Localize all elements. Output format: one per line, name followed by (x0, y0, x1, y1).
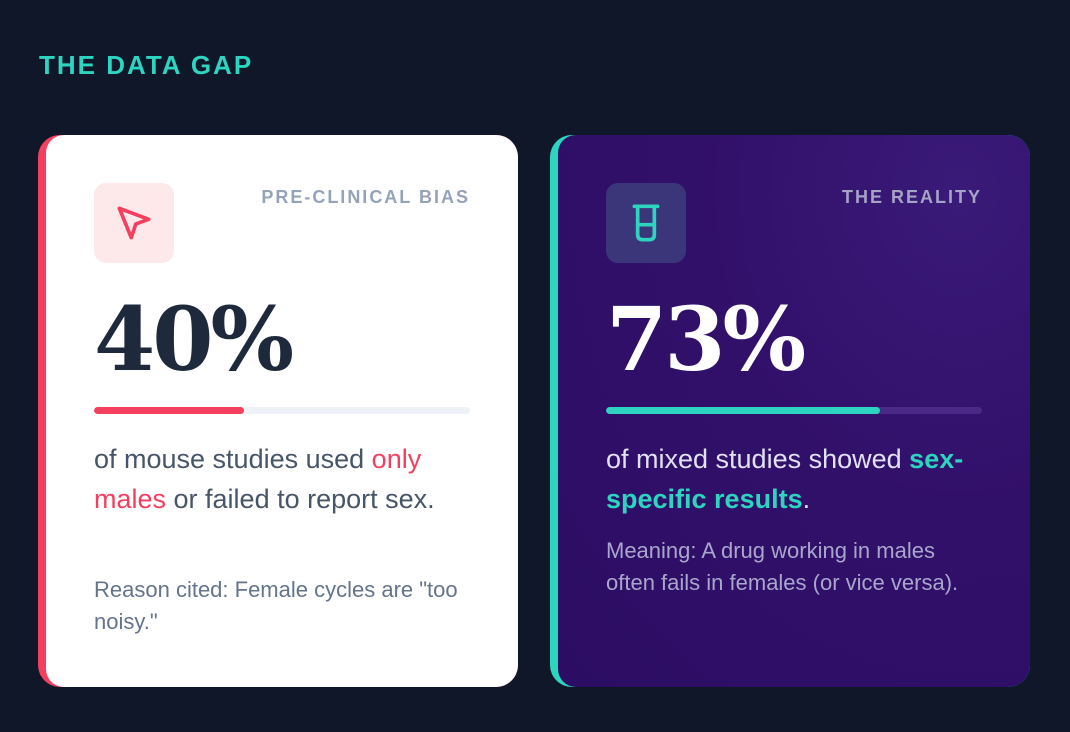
statement-highlight: sex-specific results (606, 444, 964, 514)
progress-bar (606, 407, 982, 414)
big-percentage: 73% (606, 287, 806, 391)
statement-post: or failed to report sex. (166, 484, 435, 514)
statement-post: . (802, 484, 811, 514)
icon-container (606, 183, 686, 263)
statement-pre: of mixed studies showed (606, 444, 910, 474)
pre-clinical-bias-card: PRE-CLINICAL BIAS 40% of mouse studies u… (38, 135, 518, 687)
note-text: Meaning: A drug working in males often f… (606, 538, 959, 595)
page-title: THE DATA GAP (39, 50, 254, 80)
cursor-arrow-icon (117, 206, 151, 240)
card-tag: THE REALITY (841, 187, 982, 207)
big-percentage: 40% (94, 287, 294, 391)
progress-fill (94, 407, 245, 414)
statement-text: of mixed studies showed sex-specific res… (606, 439, 986, 519)
note-text: Reason cited: Female cycles are "too noi… (94, 577, 458, 634)
statement-text: of mouse studies used only males or fail… (94, 439, 474, 519)
progress-bar (94, 407, 470, 414)
the-reality-card: THE REALITY 73% of mixed studies showed … (550, 135, 1030, 687)
beaker-icon (632, 204, 660, 242)
progress-fill (606, 407, 881, 414)
statement-highlight: only males (94, 444, 422, 514)
card-tag: PRE-CLINICAL BIAS (261, 187, 470, 207)
icon-container (94, 183, 174, 263)
statement-pre: of mouse studies used (94, 444, 372, 474)
